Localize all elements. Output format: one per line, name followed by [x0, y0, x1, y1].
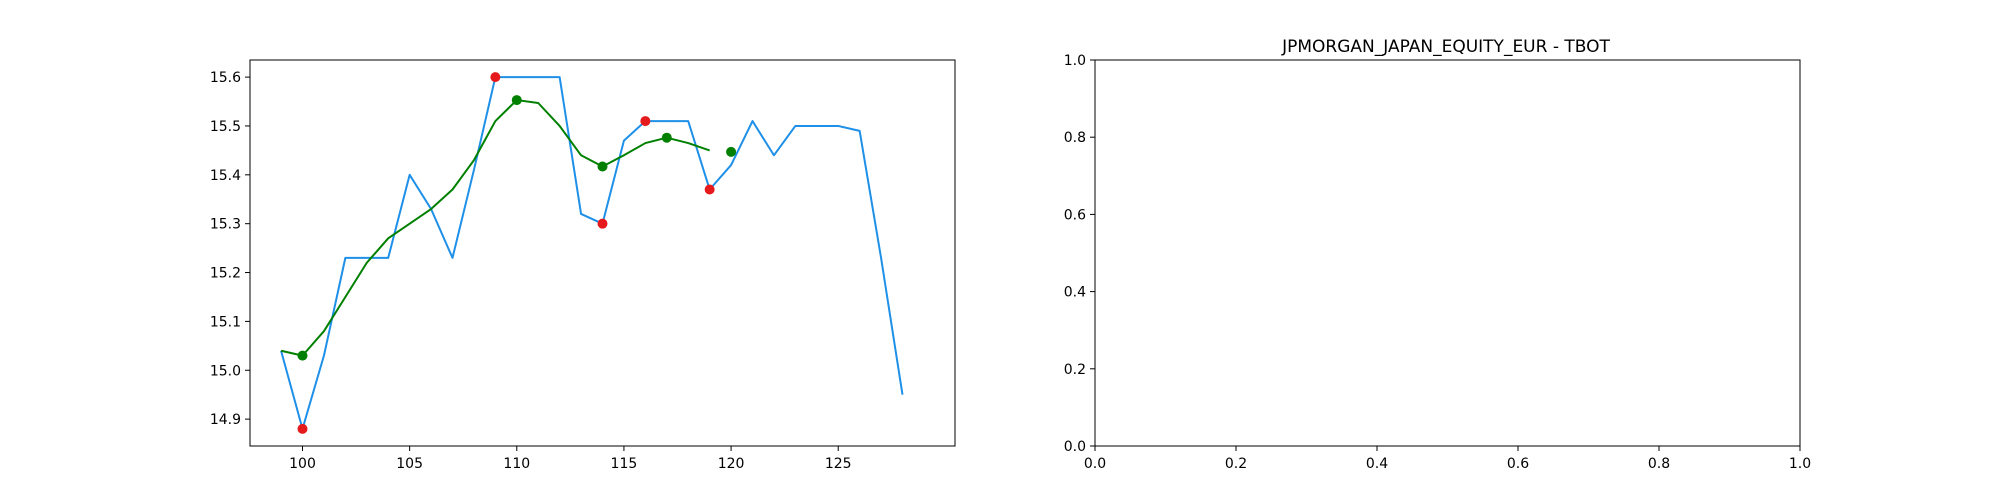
series-point-2: [704, 184, 715, 195]
series-point-3: [726, 146, 737, 157]
y-tick-label: 0.0: [1064, 439, 1086, 455]
x-tick-label: 1.0: [1789, 456, 1811, 472]
y-tick-label: 0.8: [1064, 130, 1086, 146]
series-point-2: [640, 116, 651, 127]
x-tick-label: 100: [289, 456, 316, 472]
x-tick-label: 0.6: [1507, 456, 1529, 472]
y-tick-label: 0.2: [1064, 362, 1086, 378]
series-line-0: [280, 76, 904, 430]
x-tick-label: 110: [503, 456, 530, 472]
series-point-3: [511, 95, 522, 106]
x-tick-label: 0.8: [1648, 456, 1670, 472]
series-line-1: [280, 99, 710, 357]
y-tick-label: 15.1: [210, 314, 241, 330]
plot-frame: [249, 59, 956, 447]
chart-title: JPMORGAN_JAPAN_EQUITY_EUR - TBOT: [1281, 37, 1610, 57]
series-point-2: [597, 218, 608, 229]
right-chart: JPMORGAN_JAPAN_EQUITY_EUR - TBOT 0.0 0.2 0…: [1064, 37, 1811, 472]
y-tick-label: 15.4: [210, 168, 241, 184]
y-tick-label: 15.5: [210, 119, 241, 135]
x-tick-label: 115: [611, 456, 638, 472]
y-tick-label: 0.4: [1064, 285, 1086, 301]
x-tick-label: 125: [825, 456, 852, 472]
y-tick-label: 15.6: [210, 70, 241, 86]
series-point-3: [597, 161, 608, 172]
x-tick-label: 120: [718, 456, 745, 472]
series-point-2: [297, 423, 308, 434]
y-tick-label: 15.0: [210, 363, 241, 379]
left-chart: 100 105 110 115 120 125 14.9 15.0 15.1 15.2 15.3 15…: [210, 59, 956, 472]
y-tick-label: 15.2: [210, 266, 241, 282]
series-point-3: [297, 350, 308, 361]
x-tick-label: 0.0: [1084, 456, 1106, 472]
x-tick-label: 105: [396, 456, 423, 472]
x-tick-label: 0.2: [1225, 456, 1247, 472]
y-tick-label: 14.9: [210, 412, 241, 428]
y-tick-label: 1.0: [1064, 53, 1086, 69]
x-tick-label: 0.4: [1366, 456, 1388, 472]
plot-frame: [1094, 59, 1801, 447]
y-tick-label: 15.3: [210, 217, 241, 233]
series-point-3: [661, 132, 672, 143]
series-point-2: [490, 72, 501, 83]
y-tick-label: 0.6: [1064, 207, 1086, 223]
